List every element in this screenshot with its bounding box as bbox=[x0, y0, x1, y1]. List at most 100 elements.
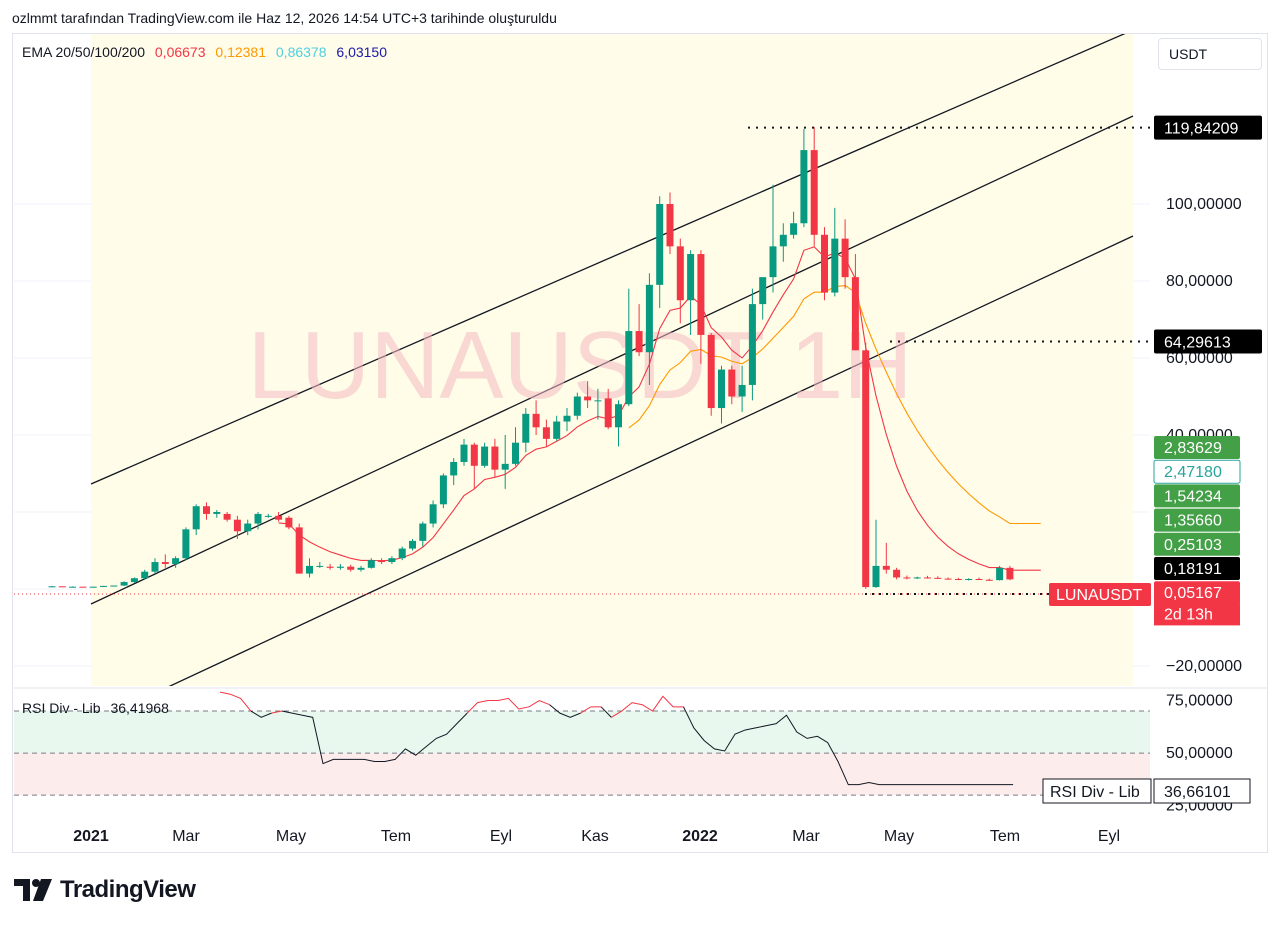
channel-lower-line bbox=[168, 235, 1134, 686]
rsi-line bbox=[466, 697, 550, 714]
candle-body bbox=[769, 246, 777, 278]
candle-body bbox=[100, 585, 107, 587]
candle-body bbox=[130, 578, 138, 583]
candle-body bbox=[522, 413, 530, 443]
candle-body bbox=[398, 548, 406, 559]
candle-body bbox=[615, 404, 622, 428]
candle-body bbox=[79, 586, 87, 588]
candle-body bbox=[800, 150, 808, 224]
candle-body bbox=[213, 512, 221, 514]
rsi-tick-label: 50,00000 bbox=[1166, 745, 1233, 762]
candle-body bbox=[203, 506, 210, 514]
candle-body bbox=[264, 515, 272, 517]
candle-body bbox=[120, 582, 128, 586]
candle-body bbox=[491, 446, 499, 470]
candle-body bbox=[244, 523, 252, 532]
candle-body bbox=[439, 475, 447, 505]
price-tick-label: 100,00000 bbox=[1166, 196, 1242, 213]
stacked-label-box bbox=[1153, 459, 1241, 484]
time-axis[interactable]: 2021 Mar May Tem Eyl Kas 2022 Mar May Tem Eyl bbox=[73, 828, 1120, 845]
candle-body bbox=[542, 427, 550, 439]
rsi-line bbox=[600, 706, 612, 718]
chart-frame bbox=[12, 33, 1268, 853]
candle-body bbox=[419, 523, 427, 541]
candle-body bbox=[656, 204, 664, 285]
candle-body bbox=[975, 578, 983, 580]
ema-20-value: 0,06673 bbox=[154, 44, 206, 60]
candle-body bbox=[718, 369, 725, 409]
rsi-overbought-zone bbox=[14, 711, 1150, 754]
candle-body bbox=[707, 334, 715, 409]
tradingview-logo[interactable]: TradingView bbox=[14, 876, 196, 904]
candle-body bbox=[666, 204, 674, 247]
candle-body bbox=[573, 396, 581, 416]
price-axis[interactable]: 100,0000080,0000060,0000040,00000−20,000… bbox=[1049, 115, 1262, 675]
rsi-tag-box bbox=[1042, 778, 1152, 804]
candle-body bbox=[326, 566, 334, 568]
rsi-line bbox=[250, 710, 272, 718]
candle-body bbox=[779, 234, 787, 247]
price-label-text: 119,84209 bbox=[1164, 121, 1239, 138]
price-tick-label: 80,00000 bbox=[1166, 273, 1233, 290]
rsi-line bbox=[281, 710, 468, 765]
time-tick-label: Mar bbox=[792, 828, 820, 845]
rsi-line bbox=[219, 691, 252, 712]
candle-body bbox=[862, 350, 870, 588]
stacked-label-box bbox=[1154, 581, 1240, 605]
stacked-label-box bbox=[1154, 436, 1240, 459]
candle-body bbox=[481, 446, 489, 466]
candle-body bbox=[501, 463, 509, 470]
candle-body bbox=[934, 577, 942, 579]
rsi-legend-value: 36,41968 bbox=[110, 700, 169, 716]
candle-body bbox=[316, 565, 324, 567]
time-tick-label: 2022 bbox=[682, 828, 718, 845]
regression-channel bbox=[90, 34, 1134, 686]
candle-body bbox=[470, 444, 478, 466]
rsi-legend[interactable]: RSI Div - Lib 36,41968 bbox=[22, 700, 169, 716]
candle-body bbox=[748, 304, 756, 385]
stacked-label-text: 2,83629 bbox=[1164, 440, 1222, 457]
candle-body bbox=[821, 234, 828, 293]
rsi-line bbox=[683, 706, 1014, 786]
ema-200-value: 6,03150 bbox=[336, 44, 387, 60]
candle-body bbox=[625, 331, 633, 405]
countdown-text: 2d 13h bbox=[1164, 606, 1213, 623]
rsi-line bbox=[611, 695, 684, 718]
stacked-label-box bbox=[1154, 557, 1240, 580]
time-tick-label: Kas bbox=[581, 828, 609, 845]
candle-body bbox=[347, 566, 355, 570]
currency-button[interactable]: USDT bbox=[1158, 38, 1262, 70]
rsi-line bbox=[271, 710, 282, 714]
candle-body bbox=[161, 562, 169, 564]
time-tick-label: Mar bbox=[172, 828, 200, 845]
ema-legend[interactable]: EMA 20/50/100/200 0,06673 0,12381 0,8637… bbox=[22, 44, 393, 60]
rsi-value-text: 36,66101 bbox=[1164, 784, 1231, 801]
time-tick-label: 2021 bbox=[73, 828, 109, 845]
candle-body bbox=[563, 415, 571, 422]
countdown-box bbox=[1154, 603, 1240, 626]
stacked-label-text: 1,35660 bbox=[1164, 513, 1222, 530]
candle-body bbox=[965, 578, 973, 580]
candle-body bbox=[182, 529, 190, 559]
stacked-label-text: 0,25103 bbox=[1164, 537, 1222, 554]
candle-body bbox=[903, 577, 911, 579]
candle-body bbox=[254, 513, 262, 524]
price-tick-label: 60,00000 bbox=[1166, 350, 1233, 367]
price-tick-label: −20,00000 bbox=[1166, 658, 1242, 675]
candles bbox=[48, 127, 1014, 589]
candle-body bbox=[512, 442, 519, 464]
candle-body bbox=[841, 238, 849, 278]
brand-name: TradingView bbox=[60, 876, 196, 903]
rsi-tag-text: RSI Div - Lib bbox=[1050, 784, 1140, 801]
candle-body bbox=[913, 577, 921, 579]
symbol-tag-box bbox=[1049, 583, 1151, 606]
price-label-box bbox=[1154, 115, 1262, 140]
ema-100-value: 0,86378 bbox=[275, 44, 327, 60]
candle-body bbox=[223, 513, 231, 520]
candle-body bbox=[378, 560, 386, 563]
candle-body bbox=[69, 586, 77, 588]
candle-body bbox=[450, 461, 458, 476]
channel-upper-line bbox=[90, 34, 1126, 485]
price-label-box bbox=[1154, 329, 1262, 354]
